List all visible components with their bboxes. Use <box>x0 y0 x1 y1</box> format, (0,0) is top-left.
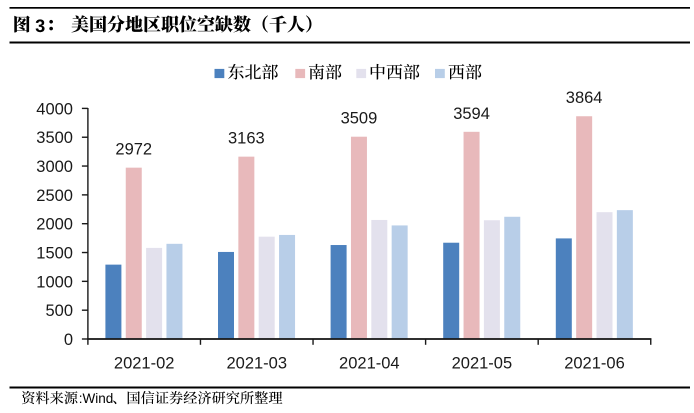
svg-text:3594: 3594 <box>453 105 490 123</box>
svg-text:3000: 3000 <box>36 158 73 176</box>
svg-text:2000: 2000 <box>36 216 73 234</box>
svg-text:0: 0 <box>64 331 73 349</box>
svg-text:3163: 3163 <box>228 130 265 148</box>
svg-text:2021-06: 2021-06 <box>564 354 625 372</box>
svg-text:3509: 3509 <box>341 110 378 128</box>
svg-text:2500: 2500 <box>36 187 73 205</box>
svg-text:2021-04: 2021-04 <box>339 354 400 372</box>
svg-text:3864: 3864 <box>566 89 603 107</box>
svg-text:500: 500 <box>45 302 73 320</box>
svg-text:2021-02: 2021-02 <box>114 354 175 372</box>
svg-text:4000: 4000 <box>36 100 73 118</box>
svg-text:1500: 1500 <box>36 245 73 263</box>
svg-text:1000: 1000 <box>36 273 73 291</box>
svg-text:2021-05: 2021-05 <box>452 354 513 372</box>
svg-text::Wind: :Wind <box>79 391 114 406</box>
svg-text:2972: 2972 <box>115 141 152 159</box>
svg-text:3500: 3500 <box>36 129 73 147</box>
svg-text:2021-03: 2021-03 <box>226 354 287 372</box>
